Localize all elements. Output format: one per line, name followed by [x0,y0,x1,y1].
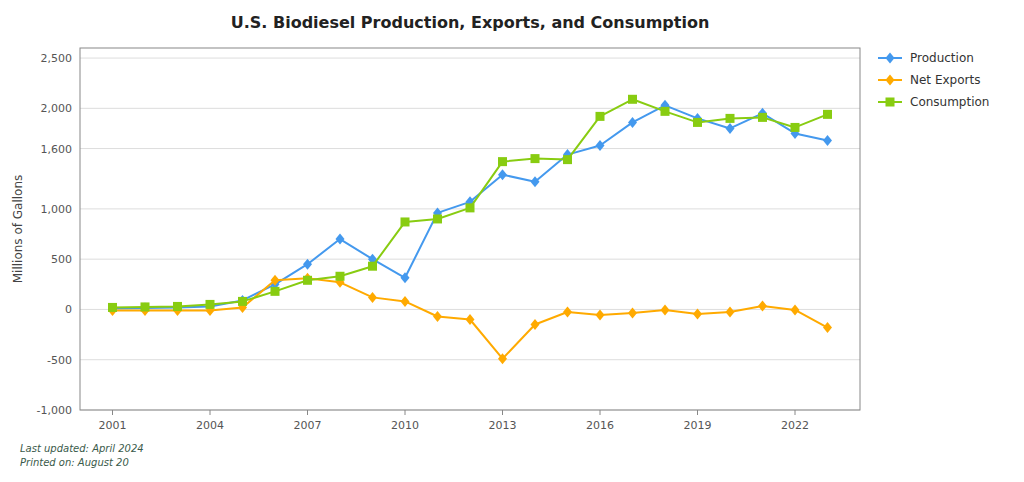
point [823,322,832,333]
point [823,110,832,119]
point [531,176,540,187]
grid-line [80,259,860,260]
title: U.S. Biodiesel Production, Exports, and … [231,13,710,32]
point [628,117,637,128]
point [466,314,475,325]
y-tick-label: -500 [47,354,72,367]
series [108,100,832,314]
point [791,123,800,132]
point [271,287,280,296]
point [401,296,410,307]
point [726,306,735,317]
point [401,272,410,283]
series-line [113,99,828,307]
x-tick [502,410,503,415]
x-tick-label: 2013 [489,419,517,432]
point [433,311,442,322]
series-line [113,278,828,358]
point [726,123,735,134]
x-tick [112,410,113,415]
point [628,307,637,318]
legend: Production Net Exports Consumption [878,51,989,109]
point [596,309,605,320]
point [303,276,312,285]
point [693,308,702,319]
point [498,169,507,180]
point [238,297,247,306]
x-tick-label: 2010 [391,419,419,432]
point [596,112,605,121]
point [401,217,410,226]
point [661,107,670,116]
x-tick [307,410,308,415]
point [693,118,702,127]
x-tick-label: 2007 [294,419,322,432]
point [173,302,182,311]
point [563,155,572,164]
series [108,273,832,364]
point [206,300,215,309]
point [108,303,117,312]
y-tick-label: 2,500 [41,52,73,65]
y-tick-label: 1,000 [41,203,73,216]
series [108,95,832,312]
point [466,203,475,212]
point [368,262,377,271]
legend-label: Consumption [910,95,989,109]
point [628,95,637,104]
x-tick [210,410,211,415]
x-tick-label: 2022 [781,419,809,432]
legend-label: Net Exports [910,73,980,87]
point [271,275,280,286]
legend-label: Production [910,51,974,65]
x-tick-label: 2016 [586,419,614,432]
series-line [113,105,828,308]
grid-line [80,359,860,360]
x-tick-label: 2019 [684,419,712,432]
point [433,214,442,223]
y-axis-label: Millions of Gallons [11,175,25,284]
point [758,300,767,311]
y-tick-label: -1,000 [37,404,72,417]
point [726,114,735,123]
point [791,304,800,315]
point [758,113,767,122]
grid-line [80,148,860,149]
legend-marker [886,53,895,64]
y-tick-label: 0 [65,303,72,316]
point [303,259,312,270]
legend-marker [886,98,895,107]
point [661,304,670,315]
legend-marker [886,75,895,86]
x-tick [405,410,406,415]
footer-note: Last updated: April 2024 [20,443,144,454]
y-tick-label: 2,000 [41,102,73,115]
x-tick [795,410,796,415]
point [531,154,540,163]
point [563,306,572,317]
point [141,302,150,311]
point [498,353,507,364]
footer-note: Printed on: August 20 [20,457,129,468]
x-tick-label: 2004 [196,419,224,432]
x-tick [600,410,601,415]
point [596,140,605,151]
point [498,157,507,166]
x-tick-label: 2001 [99,419,127,432]
x-tick [697,410,698,415]
plot-frame [80,48,860,410]
grid [80,58,860,410]
grid-line [80,58,860,59]
grid-line [80,108,860,109]
point [368,292,377,303]
point [531,319,540,330]
point [823,135,832,146]
point [336,234,345,245]
y-tick-label: 1,600 [41,143,73,156]
point [336,272,345,281]
plot-data [108,95,832,364]
point [238,295,247,306]
chart: U.S. Biodiesel Production, Exports, and … [0,0,1024,482]
y-tick-label: 500 [51,253,72,266]
